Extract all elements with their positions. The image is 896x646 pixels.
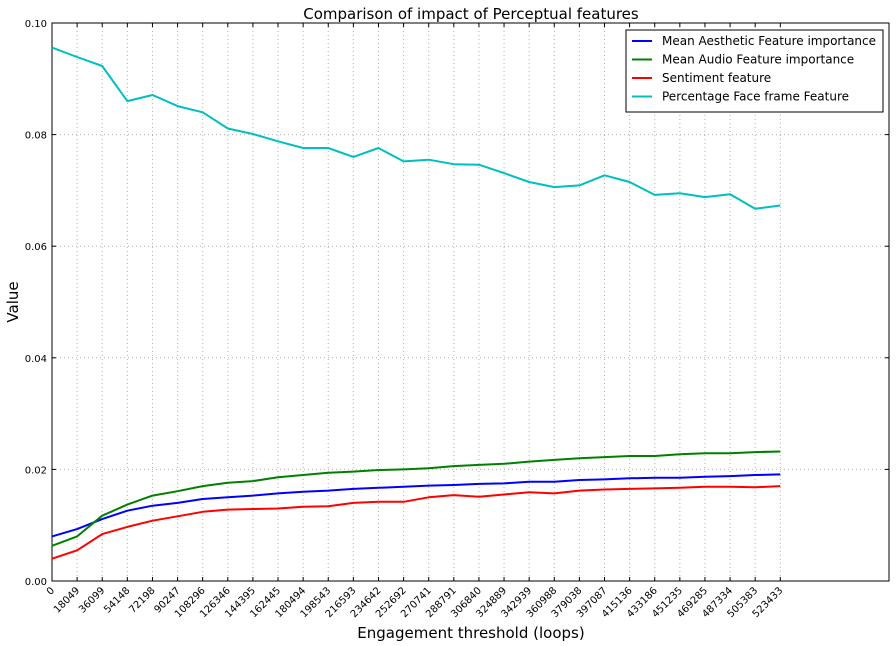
y-tick-label: 0.06 [25, 242, 47, 253]
x-tick-label: 54148 [102, 585, 132, 615]
series-line [51, 450, 781, 547]
y-tick-label: 0.02 [25, 465, 47, 476]
y-tick-label: 0.04 [25, 354, 47, 365]
legend-box [625, 29, 884, 113]
x-tick-label: 36099 [77, 585, 107, 615]
series-line [51, 46, 781, 210]
plot-area [51, 22, 890, 582]
legend-label: Percentage Face frame Feature [662, 90, 849, 104]
series-line [51, 473, 781, 538]
x-tick-label: 18049 [52, 585, 82, 615]
x-axis-label: Engagement threshold (loops) [357, 624, 584, 642]
legend: Mean Aesthetic Feature importance Mean Au… [625, 29, 884, 113]
x-tick-label: 72198 [127, 585, 157, 615]
series-line [51, 485, 781, 560]
legend-label: Mean Audio Feature importance [662, 53, 854, 67]
y-tick-label: 0.10 [25, 19, 47, 30]
y-axis-label: Value [4, 281, 22, 322]
legend-label: Sentiment feature [662, 71, 771, 85]
y-tick-label: 0.00 [25, 577, 47, 588]
y-tick-label: 0.08 [25, 131, 47, 142]
chart-title: Comparison of impact of Perceptual featu… [303, 5, 639, 23]
series-group [51, 46, 781, 560]
legend-label: Mean Aesthetic Feature importance [662, 34, 876, 48]
